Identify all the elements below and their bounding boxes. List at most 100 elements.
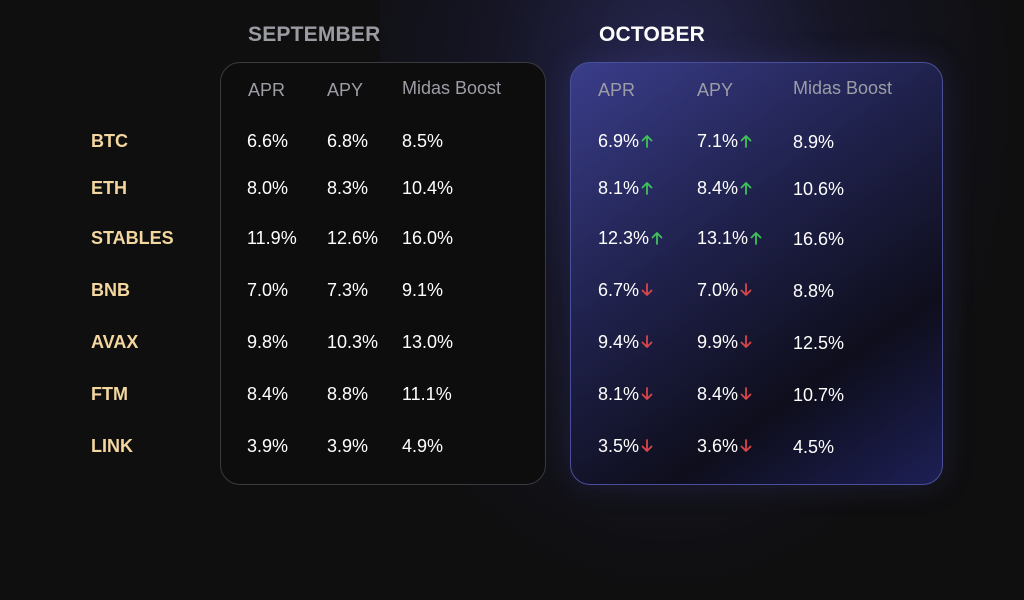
oct-boost-cell-value: 8.8% <box>793 281 835 301</box>
sep-apy-cell: 3.9% <box>327 436 368 457</box>
oct-apr-cell-value: 9.4% <box>598 332 640 352</box>
arrow-up-icon <box>740 182 752 195</box>
sep-header-midas-boost: Midas Boost <box>402 78 502 98</box>
oct-header-apy: APY <box>697 80 734 100</box>
sep-apr-cell-value: 11.9% <box>247 228 297 248</box>
sep-apr-cell: 6.6% <box>247 131 288 152</box>
oct-boost-cell-value: 10.7% <box>793 385 845 405</box>
sep-boost-cell-value: 10.4% <box>402 178 454 198</box>
oct-apy-cell-value: 3.6% <box>697 436 739 456</box>
oct-boost-cell: 16.6% <box>793 229 844 250</box>
oct-apr-cell: 3.5% <box>598 436 653 457</box>
sep-apy-cell-value: 6.8% <box>327 131 369 151</box>
sep-apy-cell-value: 8.3% <box>327 178 369 198</box>
sep-boost-cell: 8.5% <box>402 131 443 152</box>
oct-apr-cell-value: 3.5% <box>598 436 640 456</box>
sep-apy-cell: 8.8% <box>327 384 368 405</box>
sep-apr-cell: 8.4% <box>247 384 288 405</box>
sep-header-apr: APR <box>248 80 286 100</box>
oct-apy-cell: 7.0% <box>697 280 752 301</box>
sep-apr-cell: 8.0% <box>247 178 288 199</box>
sep-apr-cell-value: 3.9% <box>247 436 289 456</box>
asset-label: FTM <box>91 384 128 404</box>
asset-label: STABLES <box>91 228 174 248</box>
arrow-up-icon <box>651 232 663 245</box>
sep-apr-cell-value: 9.8% <box>247 332 289 352</box>
sep-boost-cell-value: 9.1% <box>402 280 444 300</box>
oct-apr-cell: 6.7% <box>598 280 653 301</box>
sep-apy-cell: 6.8% <box>327 131 368 152</box>
sep-boost-cell-value: 11.1% <box>402 384 452 404</box>
sep-boost-cell: 13.0% <box>402 332 453 353</box>
arrow-down-icon <box>641 335 653 348</box>
sep-apy-cell-value: 8.8% <box>327 384 369 404</box>
sep-header-apy: APY <box>327 80 364 100</box>
oct-apy-cell-value: 9.9% <box>697 332 739 352</box>
oct-boost-cell-value: 16.6% <box>793 229 845 249</box>
sep-boost-cell-value: 13.0% <box>402 332 454 352</box>
oct-apr-cell-value: 8.1% <box>598 384 640 404</box>
oct-apy-cell-value: 8.4% <box>697 178 739 198</box>
arrow-down-icon <box>641 439 653 452</box>
oct-boost-cell-value: 4.5% <box>793 437 835 457</box>
arrow-down-icon <box>740 283 752 296</box>
asset-label: AVAX <box>91 332 139 352</box>
oct-boost-cell: 10.6% <box>793 179 844 200</box>
arrow-down-icon <box>641 387 653 400</box>
oct-header-apr: APR <box>598 80 636 100</box>
oct-apr-cell-value: 6.7% <box>598 280 640 300</box>
asset-label: BTC <box>91 131 128 151</box>
october-heading: OCTOBER <box>599 23 706 46</box>
oct-apy-cell: 9.9% <box>697 332 752 353</box>
arrow-up-icon <box>740 135 752 148</box>
sep-apy-cell: 7.3% <box>327 280 368 301</box>
sep-boost-cell-value: 16.0% <box>402 228 454 248</box>
sep-apy-cell-value: 3.9% <box>327 436 369 456</box>
oct-apy-cell: 13.1% <box>697 228 762 249</box>
oct-boost-cell: 10.7% <box>793 385 844 406</box>
oct-boost-cell: 8.9% <box>793 132 834 153</box>
arrow-down-icon <box>740 439 752 452</box>
sep-apr-cell: 11.9% <box>247 228 297 249</box>
sep-boost-cell: 4.9% <box>402 436 443 457</box>
sep-boost-cell: 11.1% <box>402 384 452 405</box>
arrow-up-icon <box>641 182 653 195</box>
sep-boost-cell-value: 4.9% <box>402 436 444 456</box>
sep-apr-cell-value: 8.4% <box>247 384 289 404</box>
oct-apy-cell: 3.6% <box>697 436 752 457</box>
september-panel <box>220 62 546 485</box>
oct-apy-cell-value: 13.1% <box>697 228 749 248</box>
oct-header-midas-boost: Midas Boost <box>793 78 893 98</box>
oct-apr-cell-value: 8.1% <box>598 178 640 198</box>
arrow-down-icon <box>740 335 752 348</box>
september-heading: SEPTEMBER <box>248 23 381 46</box>
oct-apy-cell: 8.4% <box>697 178 752 199</box>
sep-apr-cell-value: 7.0% <box>247 280 289 300</box>
sep-apr-cell: 9.8% <box>247 332 288 353</box>
sep-apr-cell-value: 6.6% <box>247 131 289 151</box>
oct-boost-cell-value: 10.6% <box>793 179 845 199</box>
oct-apr-cell: 9.4% <box>598 332 653 353</box>
asset-label: ETH <box>91 178 127 198</box>
sep-boost-cell-value: 8.5% <box>402 131 444 151</box>
oct-boost-cell-value: 8.9% <box>793 132 835 152</box>
oct-apy-cell-value: 8.4% <box>697 384 739 404</box>
asset-label: LINK <box>91 436 133 456</box>
oct-apy-cell: 7.1% <box>697 131 752 152</box>
oct-boost-cell: 4.5% <box>793 437 834 458</box>
october-panel <box>570 62 943 485</box>
sep-apr-cell: 3.9% <box>247 436 288 457</box>
sep-apy-cell: 10.3% <box>327 332 378 353</box>
oct-apr-cell: 8.1% <box>598 384 653 405</box>
arrow-down-icon <box>641 283 653 296</box>
sep-apr-cell: 7.0% <box>247 280 288 301</box>
oct-apr-cell-value: 12.3% <box>598 228 650 248</box>
sep-boost-cell: 16.0% <box>402 228 453 249</box>
sep-apy-cell: 12.6% <box>327 228 378 249</box>
sep-apr-cell-value: 8.0% <box>247 178 289 198</box>
sep-boost-cell: 10.4% <box>402 178 453 199</box>
arrow-up-icon <box>750 232 762 245</box>
oct-boost-cell-value: 12.5% <box>793 333 845 353</box>
oct-apr-cell: 6.9% <box>598 131 653 152</box>
arrow-up-icon <box>641 135 653 148</box>
